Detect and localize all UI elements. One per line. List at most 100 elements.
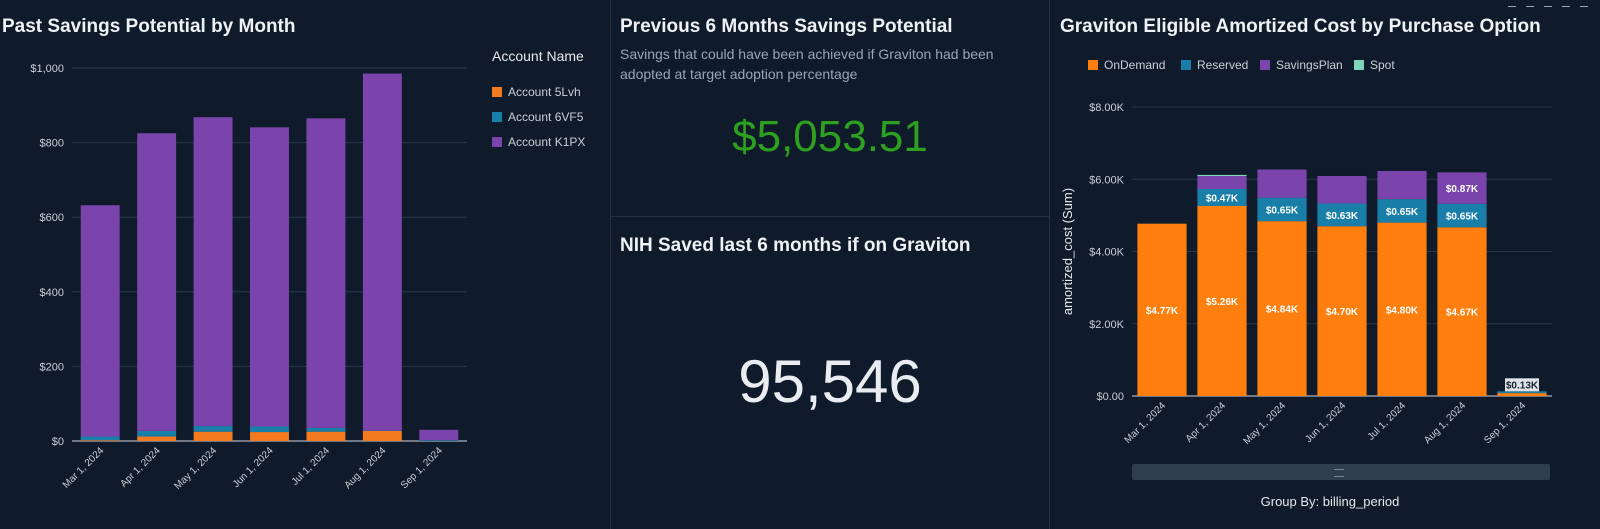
- legend-swatch: [492, 112, 502, 122]
- nih-saved-kpi-panel[interactable]: NIH Saved last 6 months if on Graviton 9…: [611, 217, 1049, 529]
- panel-title: Previous 6 Months Savings Potential: [620, 16, 953, 37]
- x-tick-label: Jun 1, 2024: [231, 445, 276, 490]
- data-label: $4.67K: [1446, 308, 1479, 319]
- savings-potential-kpi-panel[interactable]: Previous 6 Months Savings Potential Savi…: [611, 0, 1049, 216]
- bar-segment[interactable]: [306, 431, 346, 441]
- bar-segment[interactable]: [80, 205, 120, 437]
- y-tick-label: $0.00: [1096, 391, 1124, 403]
- bar-segment[interactable]: [1197, 174, 1247, 176]
- legend-swatch: [1354, 60, 1364, 70]
- bar-segment[interactable]: [306, 427, 346, 432]
- bar-segment[interactable]: [1377, 170, 1427, 200]
- legend-label: Account 5Lvh: [508, 85, 581, 99]
- y-tick-label: $2.00K: [1089, 319, 1125, 331]
- bar-segment[interactable]: [137, 133, 177, 431]
- bar-segment[interactable]: [80, 440, 120, 441]
- legend-swatch: [1088, 60, 1098, 70]
- bar-segment[interactable]: [1257, 169, 1307, 198]
- bar-segment[interactable]: [1317, 175, 1367, 204]
- x-tick-label: Aug 1, 2024: [1422, 400, 1468, 446]
- data-label: $0.13K: [1506, 380, 1539, 391]
- x-tick-label: Sep 1, 2024: [399, 445, 445, 491]
- legend-swatch: [1260, 60, 1270, 70]
- legend-swatch: [492, 87, 502, 97]
- bar-segment[interactable]: [1197, 175, 1247, 190]
- bar-segment[interactable]: [137, 436, 177, 441]
- visual-controls[interactable]: [1508, 0, 1588, 8]
- y-tick-label: $200: [40, 361, 64, 373]
- x-tick-label: May 1, 2024: [172, 445, 219, 492]
- bar-segment[interactable]: [306, 118, 346, 428]
- data-label: $0.65K: [1386, 207, 1419, 218]
- data-label: $5.26K: [1206, 297, 1239, 308]
- legend-item-account-k1px[interactable]: Account K1PX: [492, 135, 585, 149]
- bar-segment[interactable]: [362, 430, 402, 441]
- kpi-value: 95,546: [738, 348, 922, 415]
- bar-segment[interactable]: [1377, 199, 1427, 223]
- bar-segment[interactable]: [1377, 222, 1427, 396]
- past-savings-chart[interactable]: $0 $200 $400 $600 $800 $1,000 Mar 1, 2024 Apr 1…: [0, 0, 480, 529]
- x-tick-label: Mar 1, 2024: [61, 445, 107, 491]
- bar-segment[interactable]: [419, 429, 459, 441]
- x-tick-label: Jun 1, 2024: [1303, 400, 1348, 445]
- chart-scrollbar[interactable]: [1132, 464, 1550, 480]
- bar-segment[interactable]: [1317, 203, 1367, 227]
- bar-segment[interactable]: [80, 436, 120, 441]
- bar-segment[interactable]: [1437, 172, 1487, 204]
- bar-segment[interactable]: [193, 426, 233, 432]
- bar-segment[interactable]: [1497, 393, 1547, 396]
- legend-item-account-6vf5[interactable]: Account 6VF5: [492, 110, 583, 124]
- panel-divider: [611, 216, 1049, 217]
- data-label: $4.80K: [1386, 305, 1419, 316]
- group-by-label: Group By: billing_period: [1260, 494, 1400, 509]
- legend-item-savingsplan[interactable]: SavingsPlan: [1260, 58, 1343, 72]
- legend-swatch: [1181, 60, 1191, 70]
- data-label: $0.65K: [1266, 205, 1299, 216]
- amortized-cost-chart[interactable]: $0.00 $2.00K $4.00K $6.00K $8.00K $4.77K Mar 1…: [1050, 0, 1600, 480]
- data-label: $0.65K: [1446, 212, 1479, 223]
- legend-item-account-5lvh[interactable]: Account 5Lvh: [492, 85, 581, 99]
- expand-icon[interactable]: [1508, 0, 1516, 7]
- kpi-value: $5,053.51: [732, 112, 928, 161]
- bar-segment[interactable]: [1197, 189, 1247, 206]
- legend-item-reserved[interactable]: Reserved: [1181, 58, 1248, 72]
- bar-segment[interactable]: [193, 117, 233, 427]
- bar-segment[interactable]: [250, 426, 289, 433]
- x-tick-label: Aug 1, 2024: [343, 445, 389, 491]
- bar-segment[interactable]: [1437, 227, 1487, 396]
- bar-segment[interactable]: [250, 127, 289, 427]
- x-tick-label: Jul 1, 2024: [290, 445, 333, 488]
- legend-label: Reserved: [1197, 58, 1249, 72]
- bar-segment[interactable]: [137, 430, 177, 437]
- scroll-grip-icon[interactable]: [1334, 469, 1344, 477]
- bar-segment[interactable]: [1257, 221, 1307, 396]
- bar-segment[interactable]: [1497, 391, 1547, 394]
- download-icon[interactable]: [1562, 0, 1570, 7]
- bar-segment[interactable]: [193, 431, 233, 441]
- y-tick-label: $800: [40, 138, 64, 150]
- bar-segment[interactable]: [419, 440, 459, 441]
- more-icon[interactable]: [1580, 0, 1588, 7]
- graviton-cost-panel[interactable]: Graviton Eligible Amortized Cost by Purc…: [1050, 0, 1600, 529]
- x-tick-label: May 1, 2024: [1241, 400, 1288, 447]
- menu-icon[interactable]: [1544, 0, 1552, 7]
- legend-item-spot[interactable]: Spot: [1354, 58, 1395, 72]
- menu-icon[interactable]: [1526, 0, 1534, 7]
- bar-segment[interactable]: [250, 432, 289, 441]
- data-label: $4.77K: [1146, 306, 1179, 317]
- x-tick-label: Apr 1, 2024: [118, 445, 163, 490]
- legend-item-ondemand[interactable]: OnDemand: [1088, 58, 1165, 72]
- bar-segment[interactable]: [1197, 205, 1247, 396]
- data-label: $4.84K: [1266, 305, 1299, 316]
- y-tick-label: $6.00K: [1089, 174, 1125, 186]
- bar-segment[interactable]: [1317, 226, 1367, 396]
- legend-label: Spot: [1370, 58, 1395, 72]
- bar-segment[interactable]: [1437, 203, 1487, 228]
- panel-title: Past Savings Potential by Month: [2, 16, 296, 37]
- y-tick-label: $0: [52, 436, 64, 448]
- data-label: $0.63K: [1326, 211, 1359, 222]
- bar-segment[interactable]: [1257, 197, 1307, 222]
- bar-segment[interactable]: [1137, 223, 1187, 396]
- past-savings-panel[interactable]: Past Savings Potential by Month $0 $200 $4…: [0, 0, 610, 529]
- bar-segment[interactable]: [362, 73, 402, 431]
